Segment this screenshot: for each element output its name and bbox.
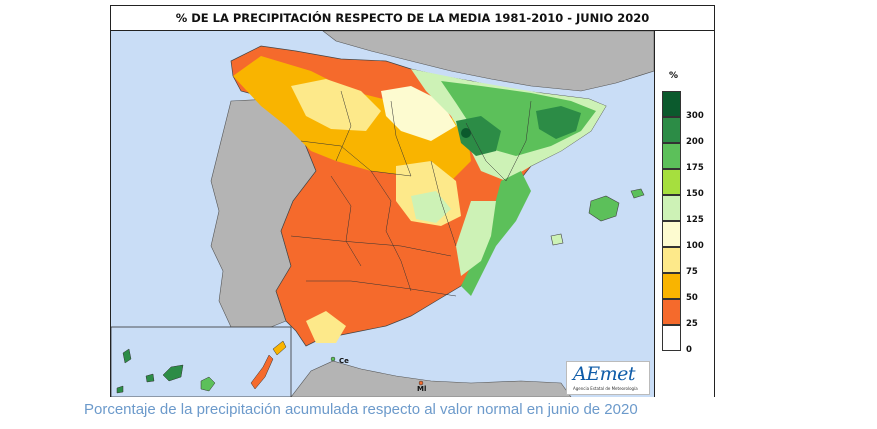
legend-label-175: 175 <box>686 163 704 173</box>
ibiza <box>550 233 564 246</box>
canary-lanzarote <box>272 340 287 356</box>
melilla-label: Ml <box>417 385 426 393</box>
legend-swatch-125 <box>662 195 681 221</box>
legend-swatch-50 <box>662 273 681 299</box>
legend-swatch-200 <box>662 117 681 143</box>
zone-darkgreen-northeast <box>456 116 501 156</box>
mallorca <box>588 195 620 222</box>
aemet-logo-text: AEmet <box>573 363 636 385</box>
legend-label-75: 75 <box>686 267 698 277</box>
canary-lapalma <box>122 348 132 364</box>
canary-elhierro <box>116 385 124 394</box>
aemet-logo-subtitle: Agencia Estatal de Meteorología <box>573 386 638 391</box>
map-figure: % DE LA PRECIPITACIÓN RESPECTO DE LA MED… <box>110 5 715 397</box>
zone-yellow-southwest <box>306 311 346 343</box>
france-land <box>322 31 654 92</box>
melilla-marker <box>418 380 424 386</box>
legend-swatch-300 <box>662 91 681 117</box>
legend-label-25: 25 <box>686 319 698 329</box>
legend-label-100: 100 <box>686 241 704 251</box>
africa-land <box>290 360 572 397</box>
legend-swatch-150 <box>662 169 681 195</box>
canary-fuerteventura <box>250 354 274 390</box>
zone-green-eastcoast <box>461 171 531 296</box>
map-canvas: Ce Ml AEmet Agencia Estatal de Meteorolo… <box>111 31 655 397</box>
legend-label-125: 125 <box>686 215 704 225</box>
canary-grancanaria <box>200 376 216 392</box>
canary-lagomera <box>145 373 155 383</box>
legend-swatch-75 <box>662 247 681 273</box>
canary-tenerife <box>162 364 184 382</box>
province-borders <box>290 90 532 297</box>
menorca <box>630 188 645 199</box>
legend-label-50: 50 <box>686 293 698 303</box>
zone-darkest-spot <box>461 128 471 138</box>
ceuta-marker <box>330 356 336 362</box>
legend: % 300 200 175 150 125 100 75 50 25 0 <box>655 31 714 397</box>
figure-caption: Porcentaje de la precipitación acumulada… <box>84 401 638 418</box>
zone-lightgreen-centre <box>411 191 451 223</box>
legend-swatch-100 <box>662 221 681 247</box>
legend-label-300: 300 <box>686 111 704 121</box>
legend-swatch-175 <box>662 143 681 169</box>
legend-label-0: 0 <box>686 345 692 355</box>
aemet-logo: AEmet Agencia Estatal de Meteorología <box>566 361 650 395</box>
legend-label-150: 150 <box>686 189 704 199</box>
legend-label-200: 200 <box>686 137 704 147</box>
map-title: % DE LA PRECIPITACIÓN RESPECTO DE LA MED… <box>111 6 714 31</box>
legend-swatch-25 <box>662 299 681 325</box>
legend-unit: % <box>669 71 679 81</box>
precipitation-map: Ce Ml <box>111 31 654 397</box>
ceuta-label: Ce <box>339 357 349 365</box>
zone-yellow-north <box>291 79 381 131</box>
zone-lightgreen-east <box>456 201 496 276</box>
legend-swatch-0 <box>662 325 681 351</box>
zone-darkgreen-catalonia <box>536 106 581 139</box>
